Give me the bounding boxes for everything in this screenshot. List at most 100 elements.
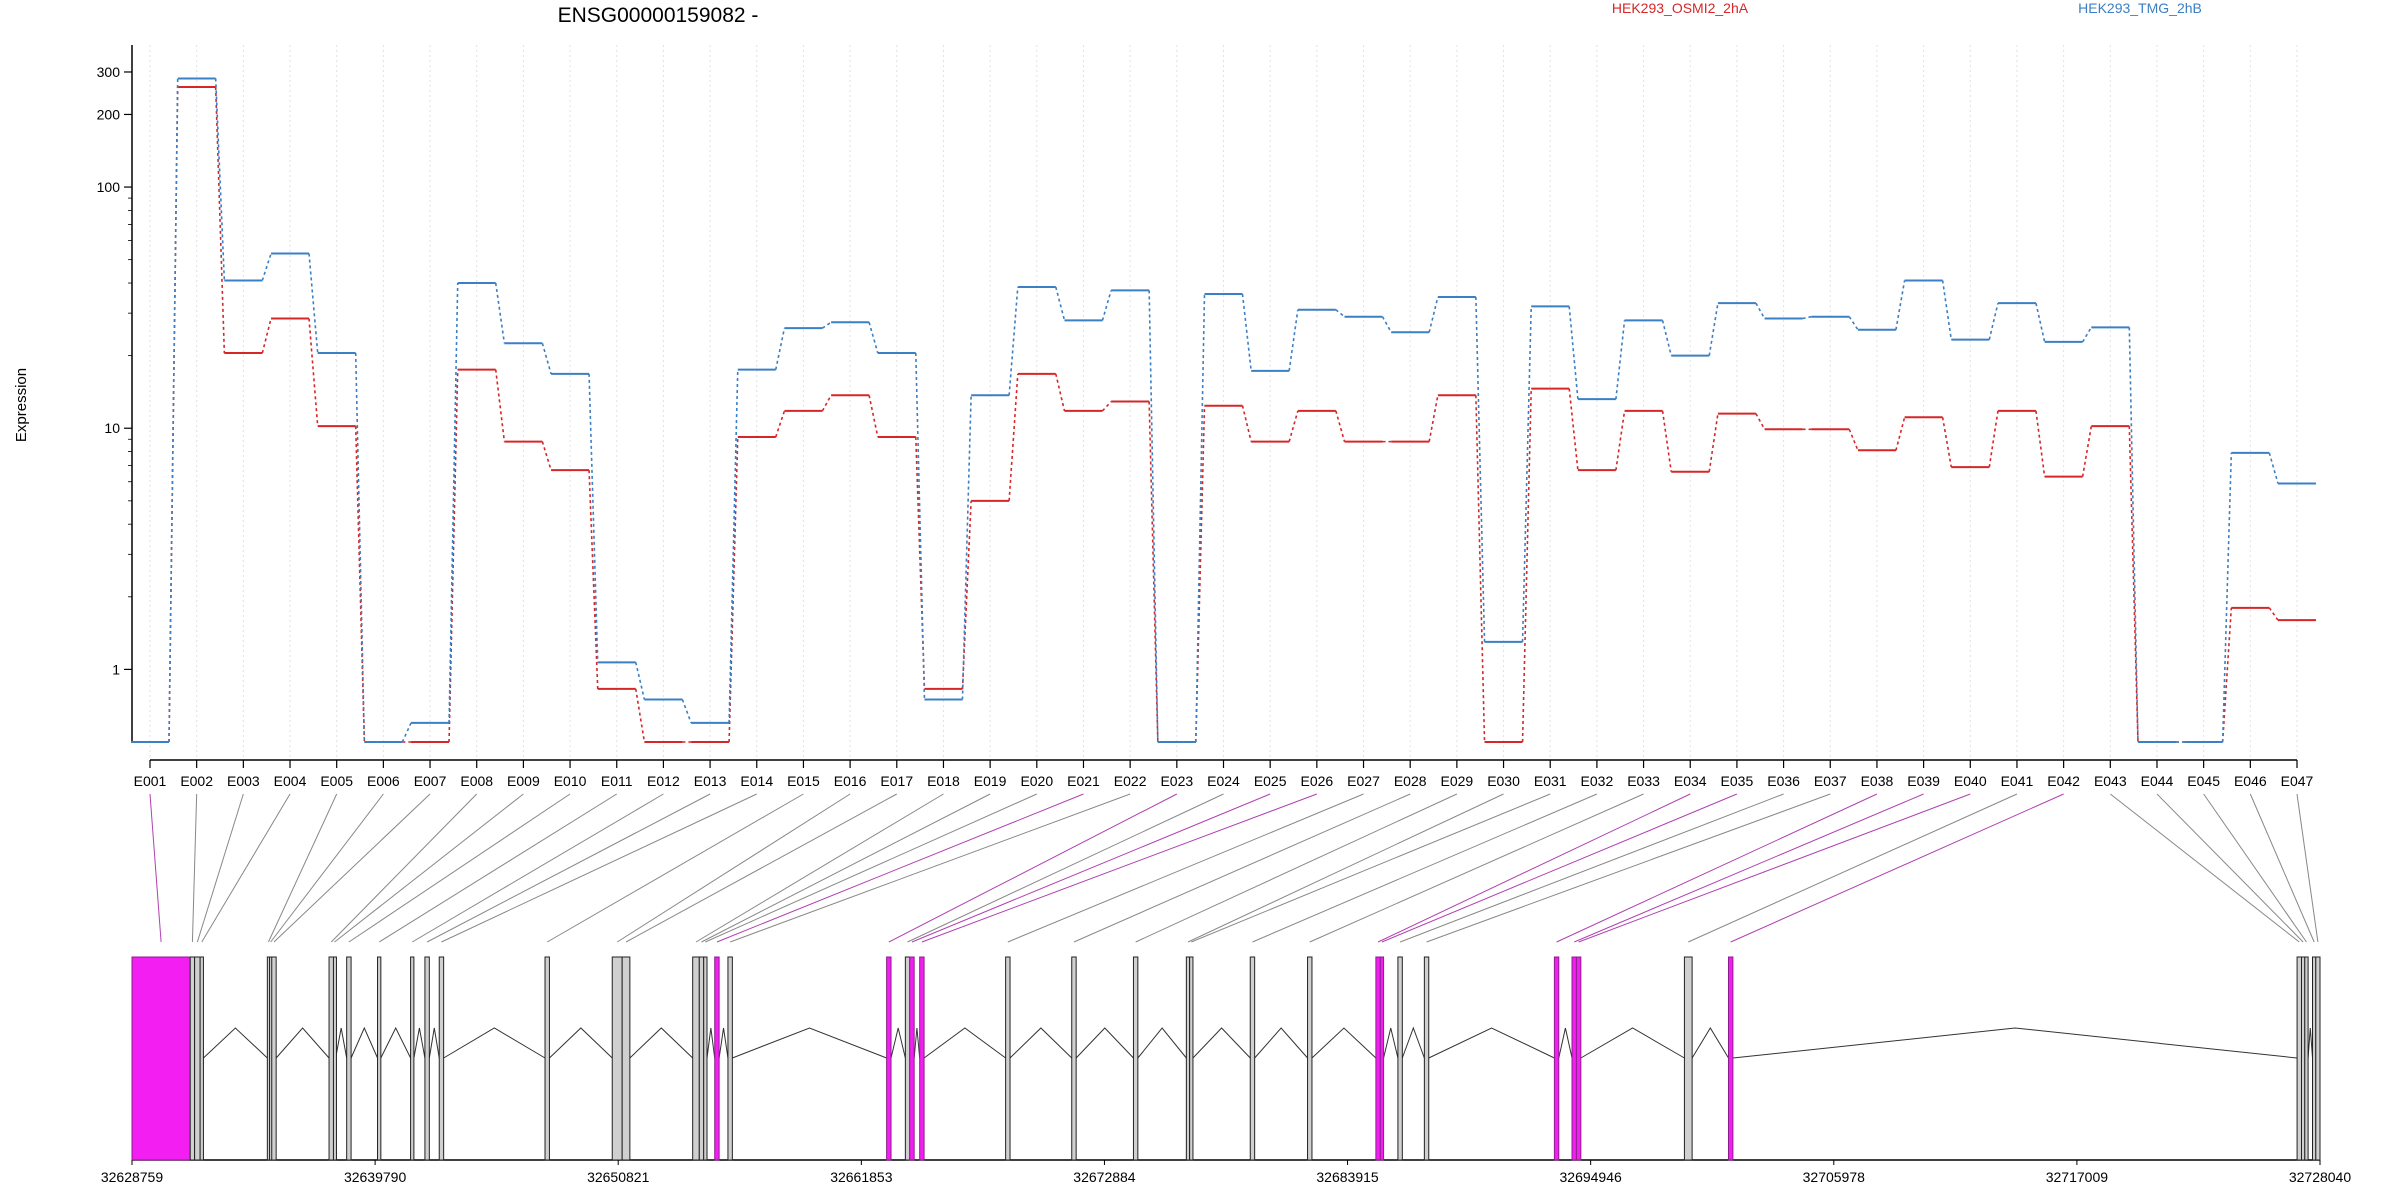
x-tick-label-e021: E021: [1067, 773, 1100, 789]
intron: [1137, 1027, 1187, 1059]
connector-e033: [1661, 410, 1673, 472]
connector-e028: [1073, 793, 1411, 943]
connector-e009: [541, 441, 552, 471]
connector-e036: [1802, 315, 1812, 320]
connector-e045: [2203, 793, 2307, 943]
x-tick-label-e046: E046: [2234, 773, 2267, 789]
connector-e005: [354, 353, 366, 743]
exon-box-e043: [2296, 956, 2302, 1161]
connector-e039: [1941, 417, 1953, 468]
connector-e040: [1578, 793, 1971, 943]
connector-e025: [911, 793, 1271, 943]
coord-label-32683915: 32683915: [1316, 1169, 1379, 1185]
connector-e023: [1195, 294, 1206, 743]
connector-e024: [907, 793, 1224, 943]
x-tick-label-e045: E045: [2187, 773, 2220, 789]
connector-e005: [354, 426, 366, 743]
connector-e020: [1055, 286, 1066, 321]
exon-box-e039: [1571, 956, 1577, 1161]
connector-e040: [1988, 302, 1999, 340]
connector-e006: [401, 722, 412, 743]
intron: [1192, 1027, 1251, 1059]
connector-e018: [695, 793, 944, 943]
intron: [1558, 1027, 1573, 1059]
connector-e018: [961, 395, 972, 700]
connector-e017: [914, 436, 926, 689]
exon-box-e034: [1375, 956, 1381, 1161]
exon-box-e026: [919, 956, 925, 1161]
exon-box-e018: [692, 956, 700, 1161]
connector-e028: [1428, 296, 1439, 333]
exon-box-e022: [727, 956, 733, 1161]
coord-label-32650821: 32650821: [587, 1169, 650, 1185]
x-tick-label-e009: E009: [507, 773, 540, 789]
connector-e009: [541, 343, 552, 375]
connector-e014: [774, 327, 786, 370]
connector-e002: [214, 86, 226, 354]
connector-e025: [1288, 309, 1299, 371]
intron: [203, 1027, 268, 1059]
connector-e003: [261, 253, 272, 281]
connector-e003: [261, 318, 272, 354]
x-tick-label-e026: E026: [1300, 773, 1333, 789]
connector-e041: [2035, 302, 2046, 343]
exon-box-e019: [698, 956, 705, 1161]
x-tick-label-e032: E032: [1581, 773, 1614, 789]
exon-box-e040: [1575, 956, 1582, 1161]
intron: [890, 1027, 906, 1059]
exon-box-e037: [1423, 956, 1430, 1161]
intron: [549, 1027, 613, 1059]
connector-e012: [681, 699, 692, 724]
connector-e003: [196, 793, 244, 943]
intron: [1075, 1027, 1134, 1059]
intron: [350, 1026, 378, 1059]
connector-e044: [2156, 793, 2304, 943]
connector-e021: [1101, 401, 1112, 412]
x-tick-label-e001: E001: [134, 773, 167, 789]
intron: [732, 1027, 887, 1059]
x-tick-label-e047: E047: [2281, 773, 2314, 789]
intron: [1732, 1027, 2298, 1059]
connector-e042: [2081, 326, 2092, 343]
exon-connectors: [149, 793, 2319, 943]
x-tick-label-e038: E038: [1861, 773, 1894, 789]
connector-e015: [546, 793, 804, 943]
connector-e019: [1008, 373, 1019, 501]
connector-e039: [1574, 793, 1924, 943]
connector-e004: [201, 793, 291, 943]
connector-e004: [308, 318, 319, 427]
connector-e022: [729, 793, 1131, 943]
connector-e020: [1055, 373, 1066, 412]
connector-e001: [168, 78, 179, 743]
connector-e002: [214, 78, 226, 281]
x-tick-label-e015: E015: [787, 773, 820, 789]
connector-e029: [1135, 793, 1458, 943]
exon-box-e015: [544, 956, 550, 1161]
x-tick-label-e005: E005: [320, 773, 353, 789]
intron: [1254, 1027, 1308, 1059]
intron: [706, 1027, 716, 1059]
x-tick-label-e020: E020: [1020, 773, 1053, 789]
intron: [1311, 1027, 1377, 1059]
connector-e039: [1941, 280, 1953, 340]
x-tick-label-e012: E012: [647, 773, 680, 789]
x-tick-label-e004: E004: [274, 773, 307, 789]
connector-e010: [588, 373, 599, 663]
connector-e031: [1191, 793, 1551, 943]
y-axis-label: Expression: [13, 368, 30, 442]
exon-box-e038: [1553, 956, 1560, 1161]
exon-box-e007: [271, 956, 277, 1161]
connector-e020: [705, 793, 1038, 943]
connector-e023: [888, 793, 1178, 943]
exon-box-e003: [194, 956, 201, 1161]
connector-e021: [716, 793, 1084, 943]
x-tick-label-e037: E037: [1814, 773, 1847, 789]
connector-e031: [1568, 388, 1579, 471]
exon-box-e012: [410, 956, 415, 1161]
connector-e012: [411, 793, 664, 943]
connector-e001: [149, 793, 162, 943]
x-tick-label-e025: E025: [1254, 773, 1287, 789]
connector-e046: [2268, 607, 2279, 621]
connector-e016: [616, 793, 851, 943]
